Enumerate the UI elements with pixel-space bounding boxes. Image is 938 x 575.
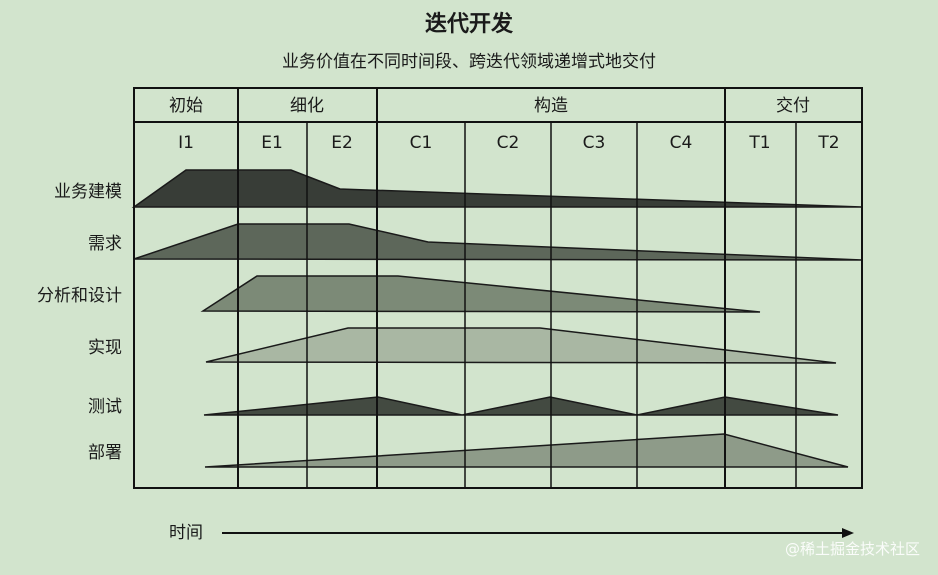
iteration-label: T2 xyxy=(817,133,839,153)
iteration-label: C4 xyxy=(670,133,693,153)
discipline-label: 部署 xyxy=(88,443,122,463)
discipline-label: 测试 xyxy=(88,397,122,417)
diagram-title: 迭代开发 xyxy=(424,12,513,37)
discipline-label: 实现 xyxy=(88,338,122,358)
testing-area xyxy=(203,396,839,416)
discipline-label: 分析和设计 xyxy=(37,286,122,306)
iteration-label: C1 xyxy=(410,133,433,153)
implementation-area xyxy=(205,327,837,364)
iteration-label: E2 xyxy=(331,133,353,153)
phase-construction-label: 构造 xyxy=(534,96,568,116)
iteration-label: C3 xyxy=(583,133,606,153)
phase-inception-label: 初始 xyxy=(169,96,203,116)
time-axis-arrowhead-icon xyxy=(842,528,854,538)
watermark: @稀土掘金技术社区 xyxy=(784,540,920,558)
time-axis-label: 时间 xyxy=(169,523,203,543)
diagram-subtitle: 业务价值在不同时间段、跨迭代领域递增式地交付 xyxy=(282,52,656,72)
business-modeling-area xyxy=(131,169,863,208)
phase-transition-label: 交付 xyxy=(776,96,810,116)
iteration-label: I1 xyxy=(178,133,194,153)
deployment-area xyxy=(204,433,849,468)
iteration-label: E1 xyxy=(261,133,283,153)
discipline-label: 需求 xyxy=(88,234,122,254)
phase-elaboration-label: 细化 xyxy=(290,96,324,116)
discipline-label: 业务建模 xyxy=(54,182,122,202)
iteration-label: C2 xyxy=(497,133,520,153)
iteration-label: T1 xyxy=(748,133,770,153)
grid xyxy=(133,87,863,489)
requirements-area xyxy=(133,223,863,261)
analysis-design-area xyxy=(200,275,761,313)
